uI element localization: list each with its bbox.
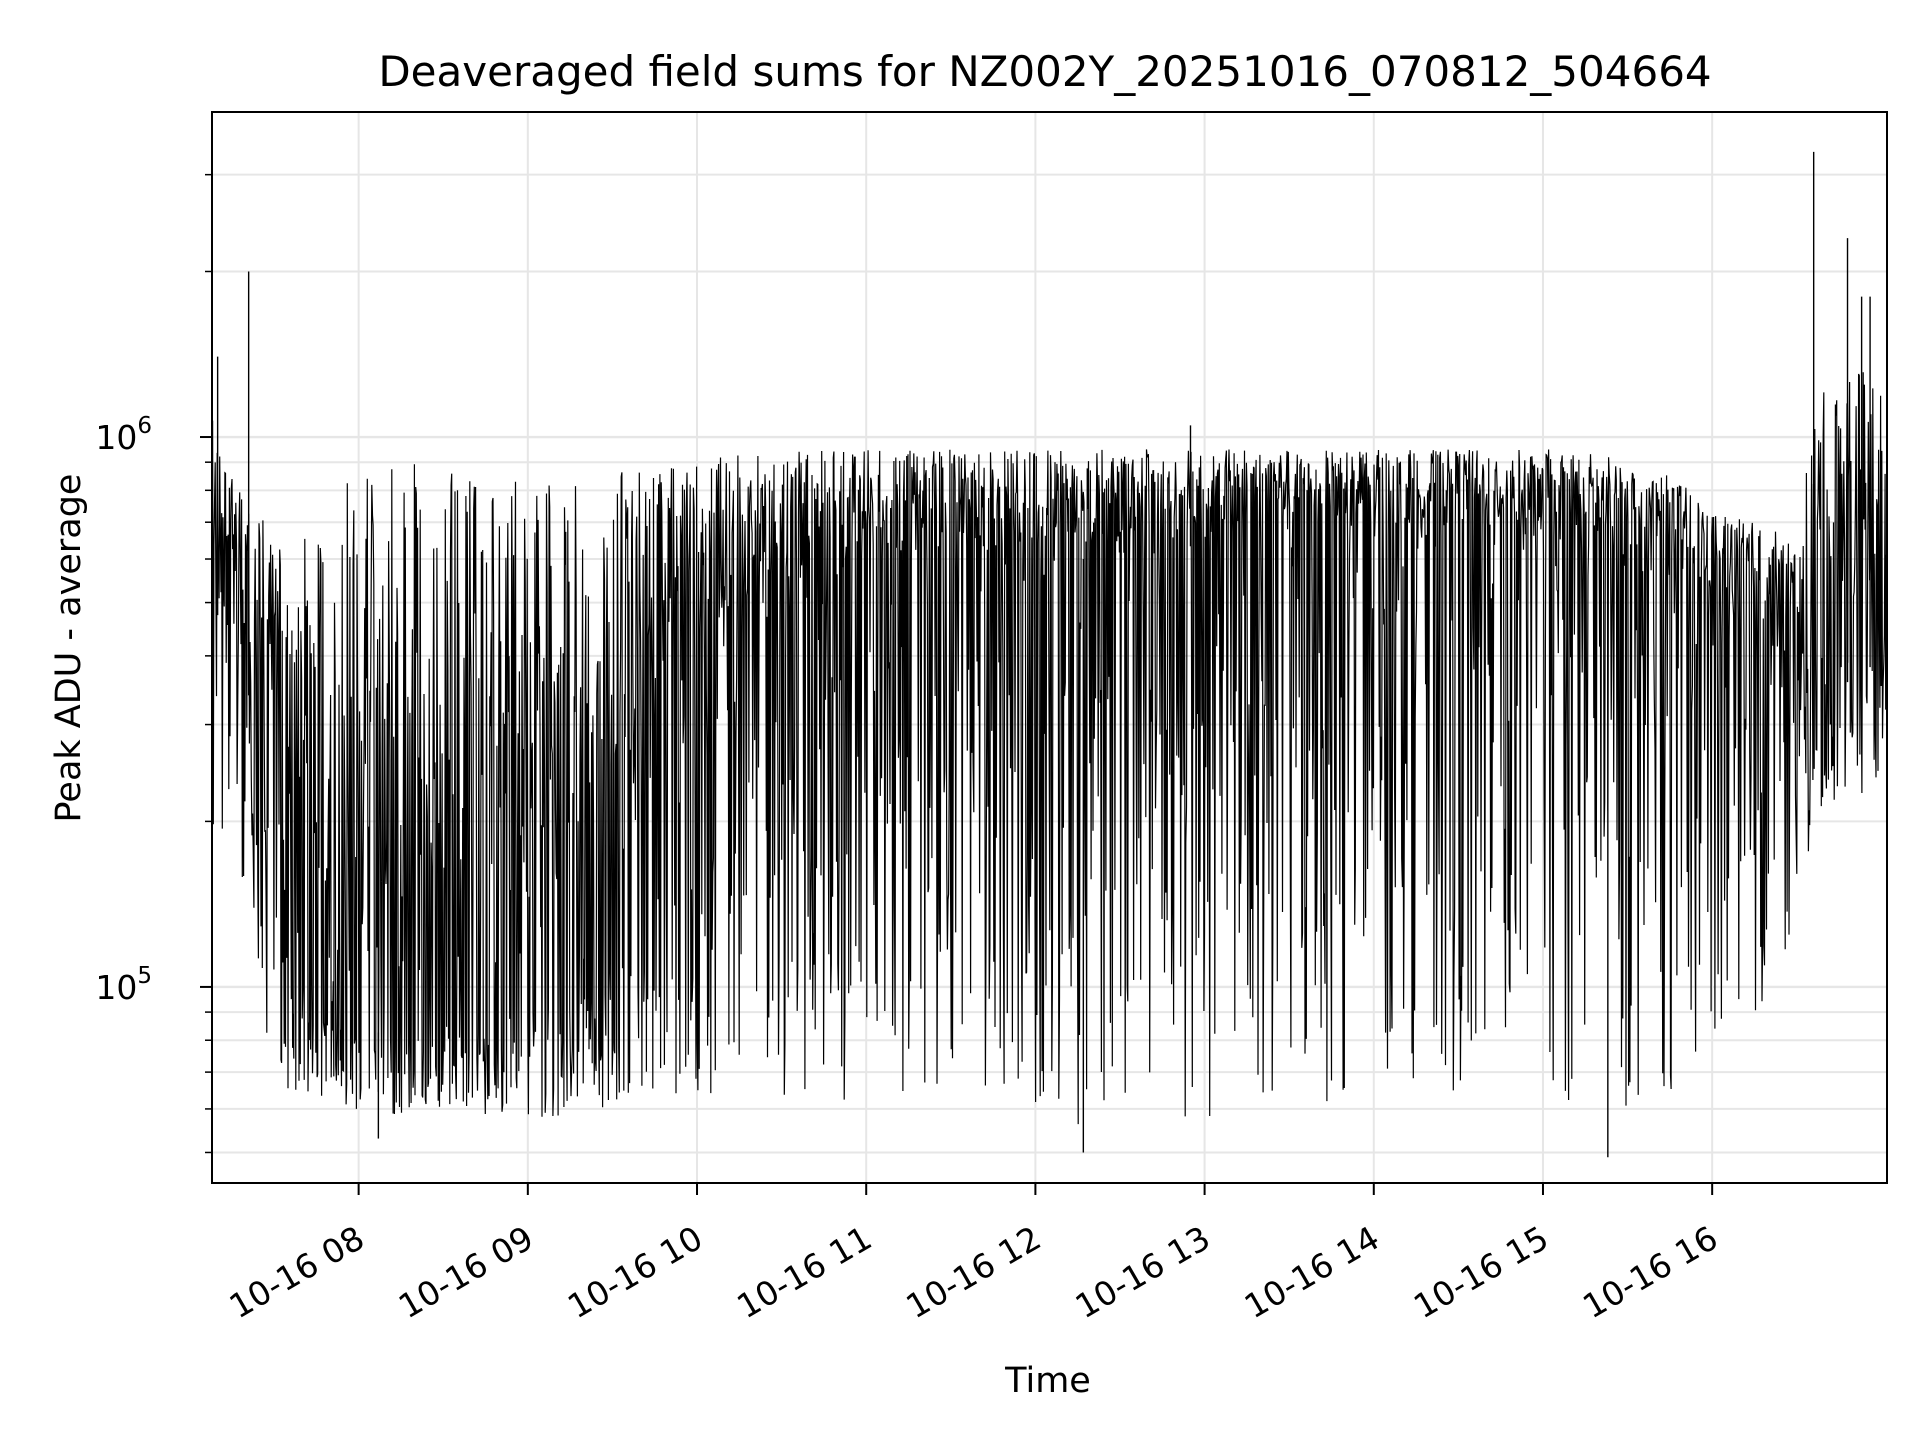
x-tick-label: 10-16 15: [1407, 1218, 1555, 1326]
y-axis-label: Peak ADU - average: [49, 474, 89, 823]
x-axis-ticks: 10-16 08 10-16 09 10-16 10 10-16 11 10-16 12…: [223, 1183, 1724, 1326]
y-tick-label: 106: [95, 413, 152, 457]
y-tick-label: 105: [95, 963, 152, 1007]
x-tick-label: 10-16 14: [1238, 1218, 1386, 1326]
y-tick-base: 10: [95, 418, 137, 457]
series-line: [211, 151, 1888, 1158]
y-tick-exponent: 6: [137, 413, 152, 439]
x-tick-label: 10-16 08: [223, 1218, 371, 1326]
y-tick-base: 10: [95, 968, 137, 1007]
plot-frame: [211, 111, 1888, 1184]
x-tick-label: 10-16 09: [392, 1218, 540, 1326]
chart-title: Deaveraged field sums for NZ002Y_2025101…: [378, 47, 1711, 96]
x-tick-label: 10-16 13: [1069, 1218, 1217, 1326]
x-tick-label: 10-16 10: [561, 1218, 709, 1326]
x-tick-label: 10-16 16: [1576, 1218, 1724, 1326]
x-tick-label: 10-16 12: [899, 1218, 1047, 1326]
y-tick-exponent: 5: [137, 963, 152, 989]
x-axis-label: Time: [1004, 1361, 1091, 1401]
x-tick-label: 10-16 11: [730, 1218, 878, 1326]
